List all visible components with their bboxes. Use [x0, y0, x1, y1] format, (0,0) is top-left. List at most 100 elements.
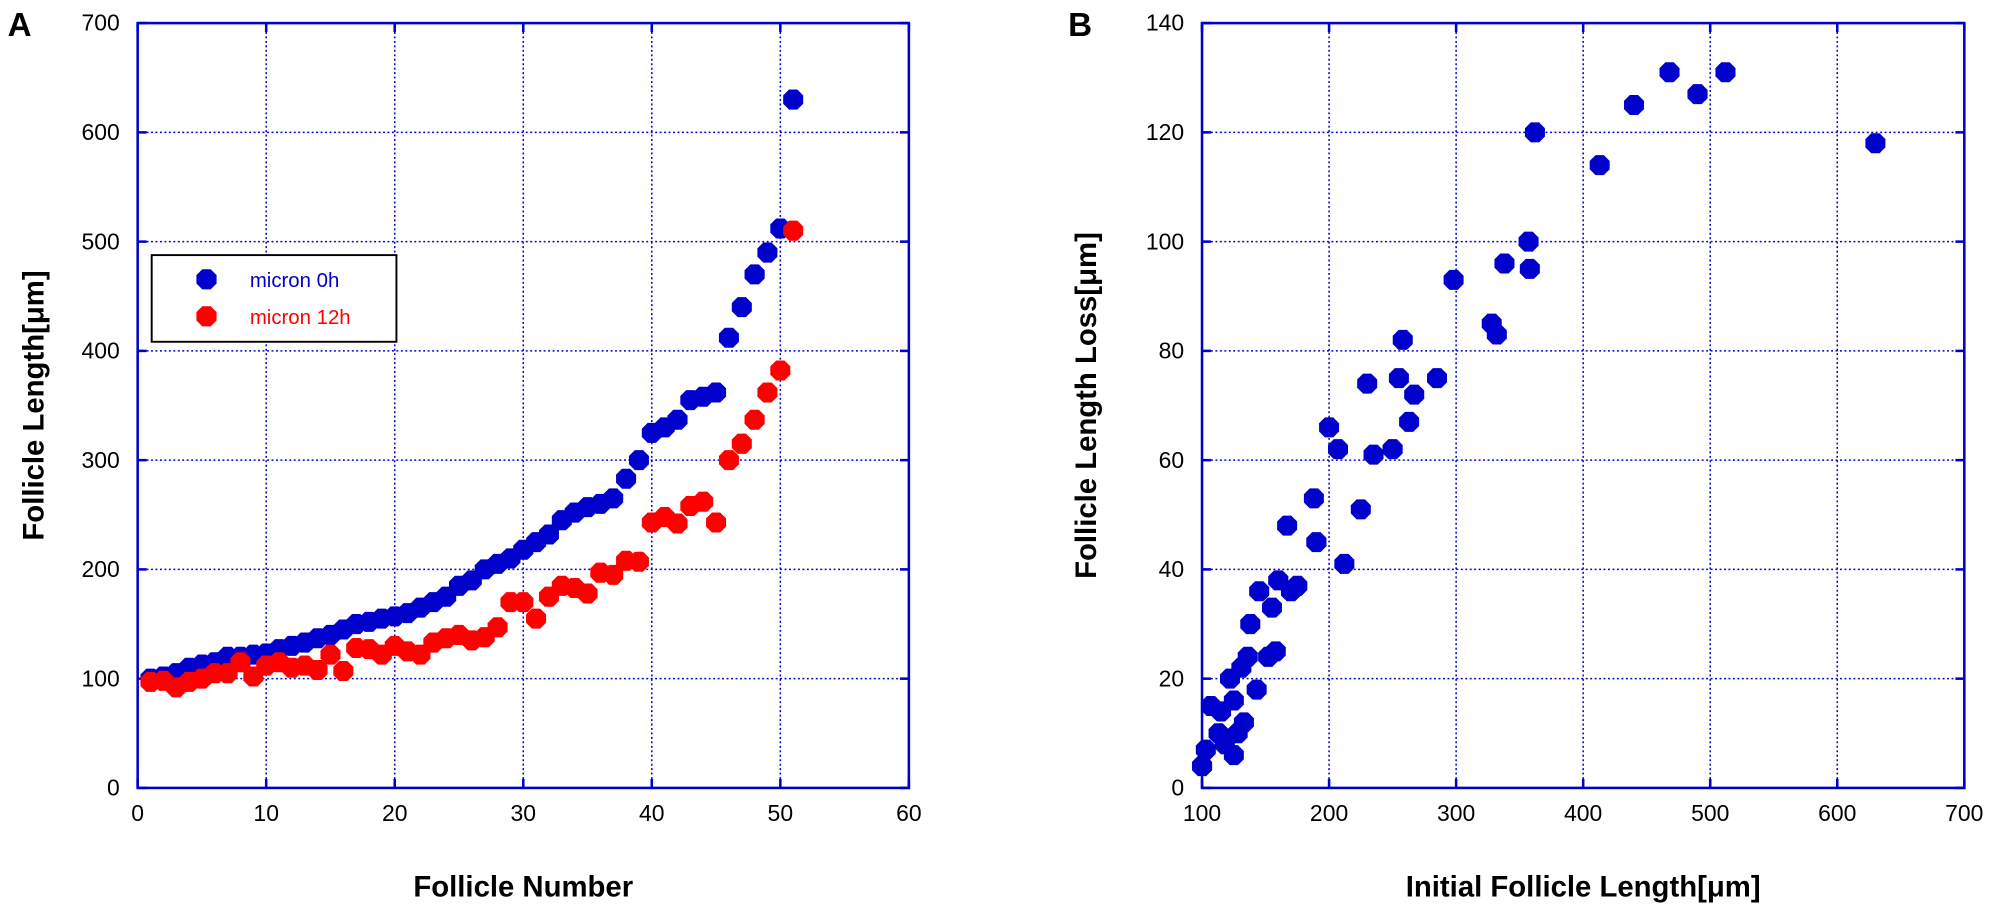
data-point	[1303, 488, 1324, 509]
x-tick-label: 200	[1310, 800, 1348, 826]
y-tick-label: 700	[82, 10, 120, 36]
y-tick-label: 500	[82, 228, 120, 254]
data-point	[1261, 597, 1282, 618]
chart-b: 100 200 300 400 500 600 700 0 20 40 60 80 100 120 140 B…	[1068, 7, 1983, 903]
data-point	[757, 382, 778, 403]
data-point	[757, 242, 778, 263]
x-tick-label: 60	[896, 800, 922, 826]
data-point	[1240, 614, 1261, 635]
data-point	[1687, 84, 1708, 105]
data-point	[1327, 439, 1348, 460]
data-point	[706, 512, 727, 533]
x-tick-label: 30	[511, 800, 537, 826]
data-point	[706, 382, 727, 403]
data-point	[1715, 62, 1736, 83]
y-tick-label: 120	[1146, 119, 1184, 145]
y-tick-label: 140	[1146, 10, 1184, 36]
data-point	[1233, 712, 1254, 733]
y-axis-label: Follicle Length Loss[μm]	[1070, 232, 1103, 579]
plot-frame	[136, 21, 911, 790]
x-tick-label: 100	[1183, 800, 1221, 826]
data-point	[1223, 690, 1244, 711]
data-point	[667, 513, 688, 534]
data-point	[1443, 269, 1464, 290]
x-tick-label: 300	[1437, 800, 1475, 826]
data-point	[1277, 515, 1298, 536]
y-tick-label: 60	[1159, 447, 1185, 473]
y-tick-label: 100	[82, 665, 120, 691]
panel-label: B	[1068, 7, 1092, 44]
data-point	[603, 564, 624, 585]
panel-label: A	[8, 7, 32, 44]
data-point	[1287, 575, 1308, 596]
x-axis-label: Initial Follicle Length[μm]	[1406, 870, 1761, 903]
data-point	[1589, 155, 1610, 176]
data-point	[1223, 745, 1244, 766]
x-tick-label: 0	[131, 800, 144, 826]
legend: micron 0h micron 12h	[150, 254, 398, 343]
data-point	[718, 450, 739, 471]
data-point	[783, 220, 804, 241]
data-point	[320, 644, 341, 665]
data-point	[1388, 368, 1409, 389]
data-point	[333, 660, 354, 681]
data-point	[1392, 329, 1413, 350]
data-point	[1494, 253, 1515, 274]
legend-entry: micron 0h	[250, 270, 339, 292]
data-point	[744, 264, 765, 285]
y-tick-label: 0	[107, 775, 120, 801]
y-tick-label: 300	[82, 447, 120, 473]
y-tick-label: 400	[82, 338, 120, 364]
data-point	[1519, 258, 1540, 279]
data-point	[513, 592, 534, 613]
y-tick-label: 80	[1159, 338, 1185, 364]
x-tick-label: 400	[1564, 800, 1602, 826]
plot-frame	[1200, 21, 1966, 790]
data-point	[1382, 439, 1403, 460]
legend-marker	[196, 269, 217, 290]
x-axis-label: Follicle Number	[413, 870, 633, 903]
data-point	[1191, 756, 1213, 777]
data-point	[1246, 679, 1267, 700]
data-point	[1623, 94, 1644, 116]
y-axis-label: Follicle Length[μm]	[17, 270, 50, 540]
data-point	[1404, 384, 1425, 405]
data-point	[616, 468, 637, 489]
x-tick-label: 20	[382, 800, 408, 826]
y-tick-label: 600	[82, 119, 120, 145]
data-point	[1518, 231, 1539, 252]
data-point	[1265, 641, 1286, 662]
data-point	[1486, 324, 1507, 345]
data-point	[1306, 532, 1327, 553]
data-point	[744, 409, 765, 430]
data-point	[1319, 417, 1340, 438]
data-point	[1363, 444, 1384, 465]
data-point	[770, 360, 791, 381]
x-tick-label: 40	[639, 800, 665, 826]
x-tick-label: 700	[1945, 800, 1983, 826]
series-0	[1191, 62, 1886, 777]
data-point	[1249, 581, 1270, 602]
x-tick-label: 500	[1691, 800, 1729, 826]
x-tick-label: 10	[253, 800, 279, 826]
data-point	[577, 583, 598, 604]
data-point	[1350, 499, 1371, 520]
data-point	[731, 297, 752, 318]
data-point	[487, 617, 508, 638]
data-point	[1399, 411, 1420, 432]
data-point	[1357, 373, 1378, 394]
series-micron-12h	[140, 220, 804, 698]
data-point	[1524, 122, 1545, 143]
y-tick-label: 100	[1146, 228, 1184, 254]
y-tick-label: 20	[1159, 665, 1185, 691]
data-point	[628, 551, 649, 572]
data-point	[230, 652, 251, 673]
y-tick-label: 200	[82, 556, 120, 582]
y-tick-label: 40	[1159, 556, 1185, 582]
legend-marker	[196, 306, 217, 327]
data-point	[1427, 368, 1448, 389]
legend-entry: micron 12h	[250, 307, 351, 329]
data-point	[307, 659, 328, 680]
data-point	[603, 488, 624, 509]
legend-box	[150, 254, 398, 343]
